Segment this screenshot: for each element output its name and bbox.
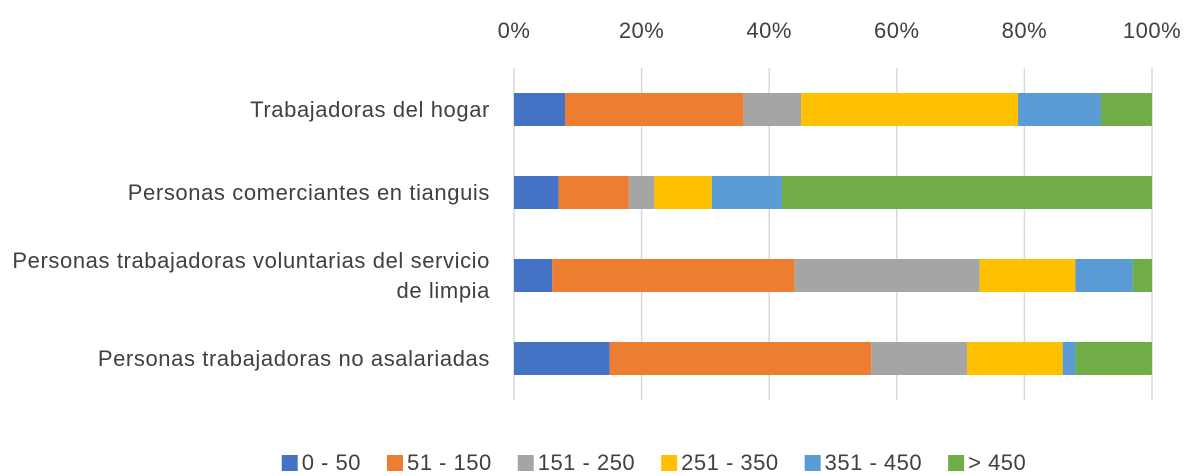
bar-segment xyxy=(565,93,744,126)
bar-segment xyxy=(514,93,566,126)
legend-label: 0 - 50 xyxy=(302,450,361,475)
bar-segment xyxy=(743,93,802,126)
bar-segment xyxy=(1062,342,1076,375)
bar-segment xyxy=(552,259,795,292)
bar-segment xyxy=(514,342,610,375)
legend-swatch xyxy=(386,455,403,471)
x-tick-label: 100% xyxy=(1123,18,1181,43)
legend-swatch xyxy=(661,455,678,471)
legend-label: 51 - 150 xyxy=(407,450,492,475)
bar-segment xyxy=(794,259,980,292)
bar-segment xyxy=(711,176,782,209)
bar-segment xyxy=(1075,342,1152,375)
x-tick-label: 40% xyxy=(746,18,792,43)
bar-segment xyxy=(1100,93,1152,126)
legend-label: 351 - 450 xyxy=(825,450,922,475)
bar-segment xyxy=(609,342,872,375)
x-tick-label: 0% xyxy=(498,18,531,43)
category-label: Personas trabajadoras no asalariadas xyxy=(97,345,490,371)
bar-segment xyxy=(871,342,967,375)
legend-label: > 450 xyxy=(968,450,1026,475)
bar-segment xyxy=(654,176,712,209)
category-label: Personas comerciantes en tianguis xyxy=(127,179,490,205)
category-label: Personas trabajadoras voluntarias del se… xyxy=(12,247,490,303)
bar-segment xyxy=(966,342,1063,375)
bar-segment xyxy=(801,93,1019,126)
bar-segment xyxy=(781,176,1152,209)
legend-swatch xyxy=(281,455,298,471)
bar-segment xyxy=(1132,259,1152,292)
x-tick-label: 80% xyxy=(1002,18,1048,43)
bar-segment xyxy=(514,259,553,292)
bar-segment xyxy=(1018,93,1101,126)
bar-segment xyxy=(979,259,1076,292)
bar-segment xyxy=(628,176,655,209)
legend-swatch xyxy=(948,455,965,471)
legend-label: 251 - 350 xyxy=(681,450,778,475)
bar-segment xyxy=(558,176,629,209)
x-tick-label: 60% xyxy=(874,18,920,43)
category-label: Trabajadoras del hogar xyxy=(250,96,490,122)
legend-swatch xyxy=(804,455,821,471)
x-tick-label: 20% xyxy=(619,18,665,43)
legend-swatch xyxy=(517,455,534,471)
legend-label: 151 - 250 xyxy=(538,450,635,475)
bar-segment xyxy=(514,176,559,209)
bar-segment xyxy=(1075,259,1133,292)
